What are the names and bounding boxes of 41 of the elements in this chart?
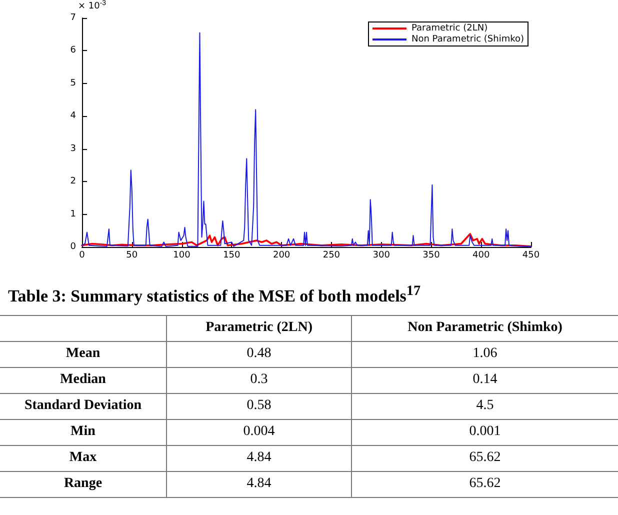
data-label: 0.14 bbox=[352, 367, 618, 394]
x-tick-label: 100 bbox=[173, 250, 191, 260]
x-tick-label: 350 bbox=[422, 250, 440, 260]
category-label: Max bbox=[0, 445, 166, 472]
y-tick-label: 2 bbox=[70, 176, 76, 187]
data-label: 4.5 bbox=[352, 393, 618, 420]
x-tick-label: 50 bbox=[126, 250, 138, 260]
x-tick-label: 450 bbox=[522, 250, 540, 260]
y-tick-label: 1 bbox=[70, 209, 76, 220]
y-tick-label: 3 bbox=[70, 144, 76, 154]
y-tick-label: 5 bbox=[70, 78, 76, 88]
data-label: 0.3 bbox=[166, 367, 352, 394]
x-tick-label: 400 bbox=[472, 250, 490, 260]
x-tick-label: 250 bbox=[322, 250, 340, 260]
x-tick-label: 300 bbox=[372, 250, 390, 260]
legend-label: Non Parametric (Shimko) bbox=[411, 34, 524, 44]
data-label: 4.84 bbox=[166, 471, 352, 498]
data-label: 0.58 bbox=[166, 393, 352, 420]
data-label: 1.06 bbox=[352, 341, 618, 368]
y-tick-label: 6 bbox=[70, 46, 76, 56]
category-label: Range bbox=[0, 471, 166, 498]
text: Non Parametric (Shimko) bbox=[352, 315, 618, 342]
data-label: 0.004 bbox=[166, 419, 352, 446]
category-label: Min bbox=[0, 419, 166, 446]
text: Table 3: Summary statistics of the MSE of both models$^{17}$ bbox=[8, 283, 422, 307]
x-tick-label: 200 bbox=[272, 250, 290, 260]
category-label: Mean bbox=[0, 341, 166, 368]
y-tick-label: 0 bbox=[70, 242, 76, 252]
data-label: 4.84 bbox=[166, 445, 352, 472]
y-tick-label: 7 bbox=[70, 13, 76, 23]
data-label: 0.001 bbox=[352, 419, 618, 446]
legend-label: Parametric (2LN) bbox=[411, 24, 488, 34]
data-label: 65.62 bbox=[352, 445, 618, 472]
text: Parametric (2LN) bbox=[166, 315, 352, 342]
category-label: Median bbox=[0, 367, 166, 394]
x-tick-label: 150 bbox=[223, 250, 241, 260]
data-label: 65.62 bbox=[352, 471, 618, 498]
category-label: Standard Deviation bbox=[0, 393, 166, 420]
data-label: 0.48 bbox=[166, 341, 352, 368]
y-tick-label: 4 bbox=[70, 111, 76, 122]
x-tick-label: 0 bbox=[79, 250, 86, 260]
